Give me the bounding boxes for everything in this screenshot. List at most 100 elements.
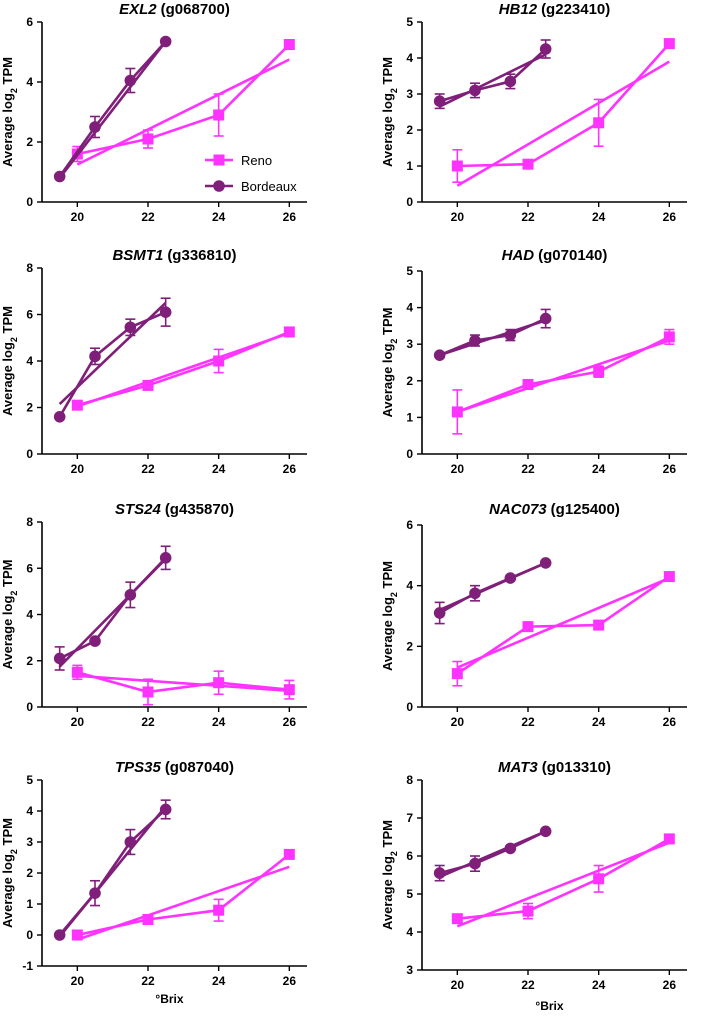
reno-series-line <box>76 330 290 407</box>
bordeaux-series-line <box>58 808 167 936</box>
y-tick-label: 1 <box>406 410 413 424</box>
chart-title: EXL2 (g068700) <box>119 1 230 18</box>
y-tick-label: 0 <box>406 195 413 209</box>
bordeaux-point <box>433 95 446 107</box>
reno-series-line <box>456 575 671 675</box>
y-tick-label: 1 <box>406 159 413 173</box>
x-tick-label: 22 <box>141 715 155 729</box>
chart-title: MAT3 (g013310) <box>498 759 611 776</box>
y-label-main: Average log <box>0 854 15 928</box>
bordeaux-series-line <box>58 310 167 418</box>
x-tick-label: 22 <box>521 210 535 224</box>
bordeaux-point <box>124 589 137 601</box>
y-label-suffix: TPM <box>380 307 395 338</box>
y-label-subscript: 2 <box>9 88 19 93</box>
bordeaux-point <box>53 652 66 665</box>
y-tick-label: 8 <box>26 515 33 529</box>
series-reno <box>451 38 675 187</box>
gene-name: EXL2 <box>119 1 157 18</box>
bordeaux-point <box>504 75 517 88</box>
y-tick-label: 6 <box>26 15 33 29</box>
reno-point <box>593 117 605 129</box>
y-tick-label: 7 <box>406 811 413 825</box>
reno-point <box>71 399 83 411</box>
x-tick-label: 24 <box>212 715 226 729</box>
y-label-subscript: 2 <box>9 337 19 342</box>
reno-point <box>283 848 295 860</box>
bordeaux-point <box>53 411 66 423</box>
x-tick-label: 24 <box>592 462 606 476</box>
y-label-main: Average log <box>0 596 15 670</box>
legend-label: Reno <box>241 153 272 168</box>
bordeaux-series-line <box>439 317 547 357</box>
bordeaux-point <box>53 929 66 941</box>
reno-point <box>451 406 463 418</box>
y-label-subscript: 2 <box>9 849 19 854</box>
bordeaux-point <box>433 867 446 879</box>
y-tick-label: 5 <box>406 264 413 278</box>
x-tick-label: 26 <box>283 462 297 476</box>
bordeaux-series-line <box>439 48 547 103</box>
bordeaux-series-line <box>439 830 547 875</box>
x-tick-label: 24 <box>212 462 226 476</box>
chart-title: HAD (g070140) <box>502 247 608 264</box>
bordeaux-point <box>539 825 552 838</box>
x-tick-label: 24 <box>592 715 606 729</box>
series-reno <box>71 664 295 706</box>
reno-fit-line <box>456 576 670 669</box>
y-tick-label: 2 <box>406 374 413 388</box>
y-tick-label: 0 <box>406 700 413 714</box>
y-tick-label: 5 <box>406 15 413 29</box>
y-tick-label: 5 <box>406 887 413 901</box>
gene-id: (g013310) <box>542 759 611 776</box>
y-label-subscript: 2 <box>9 591 19 596</box>
bordeaux-point <box>53 170 66 183</box>
reno-series-line <box>457 42 671 168</box>
reno-point <box>283 326 295 338</box>
reno-point <box>142 686 154 698</box>
bordeaux-point <box>469 84 481 97</box>
gene-name: STS24 <box>115 501 162 518</box>
chart-title: TPS35 (g087040) <box>115 759 234 776</box>
y-label-main: Average log <box>380 856 395 930</box>
gene-name: NAC073 <box>489 501 547 518</box>
x-tick-label: 22 <box>521 715 535 729</box>
chart-title: HB12 (g223410) <box>499 1 611 18</box>
y-label-suffix: TPM <box>0 818 15 849</box>
legend-label: Bordeaux <box>241 179 297 194</box>
y-tick-label: 8 <box>26 261 33 275</box>
reno-point <box>142 914 154 925</box>
y-tick-label: 0 <box>26 195 33 209</box>
y-tick-label: 3 <box>406 87 413 101</box>
x-tick-label: 20 <box>451 462 465 476</box>
series-reno <box>451 571 675 687</box>
bordeaux-point <box>124 74 137 87</box>
reno-series-line <box>77 43 291 156</box>
y-axis-label: Average log2 TPM <box>380 820 399 930</box>
reno-point <box>663 833 675 845</box>
x-tick-label: 20 <box>71 715 85 729</box>
y-tick-label: 0 <box>406 447 413 461</box>
y-tick-label: 3 <box>26 835 33 849</box>
reno-point <box>142 133 154 145</box>
bordeaux-point <box>89 350 101 363</box>
y-tick-label: 0 <box>26 928 33 942</box>
y-axis-label: Average log2 TPM <box>0 57 19 167</box>
x-tick-label: 24 <box>592 978 606 992</box>
y-tick-label: 2 <box>26 866 33 880</box>
x-tick-label: 20 <box>71 210 85 224</box>
y-label-suffix: TPM <box>0 306 15 337</box>
bordeaux-point <box>89 887 101 899</box>
y-label-suffix: TPM <box>380 57 395 88</box>
x-tick-label: 26 <box>283 974 297 988</box>
y-label-main: Average log <box>380 93 395 167</box>
y-tick-label: 2 <box>406 639 413 653</box>
y-tick-label: 6 <box>26 308 33 322</box>
bordeaux-point <box>433 349 446 361</box>
bordeaux-point <box>469 334 481 347</box>
x-tick-label: 26 <box>663 210 677 224</box>
y-axis-label: Average log2 TPM <box>380 307 399 417</box>
legend-marker-square <box>213 154 225 166</box>
bordeaux-point <box>539 312 552 325</box>
